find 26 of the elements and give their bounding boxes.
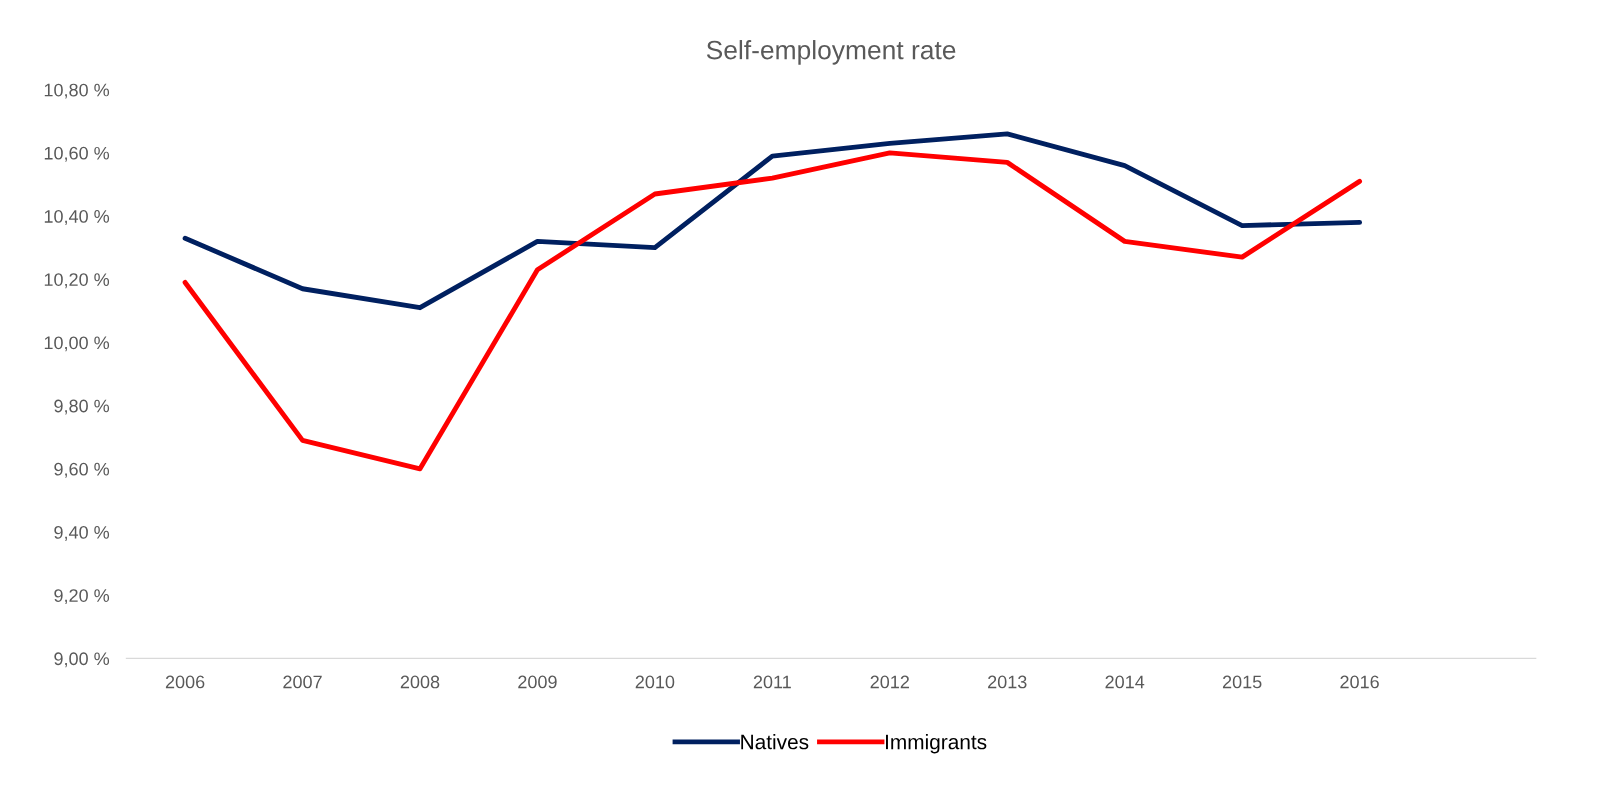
- chart-title: Self-employment rate: [706, 40, 956, 65]
- y-tick-label: 9,60 %: [54, 462, 110, 478]
- y-tick-label: 10,60 %: [44, 146, 110, 162]
- y-tick-label: 10,80 %: [44, 83, 110, 99]
- y-tick-label: 10,40 %: [44, 210, 110, 225]
- line-series: [182, 150, 1363, 472]
- legend-label: Immigrants: [886, 734, 987, 754]
- x-tick-label: 2012: [870, 675, 909, 689]
- y-tick-label: 9,00 %: [54, 652, 110, 668]
- x-tick-label: 2008: [400, 675, 440, 689]
- x-tick-label: 2006: [165, 675, 205, 689]
- y-tick-label: 10,00 %: [44, 336, 110, 352]
- y-tick-label: 9,40 %: [54, 525, 110, 541]
- x-tick-label: 2007: [283, 675, 322, 689]
- x-tick-label: 2011: [753, 675, 791, 689]
- x-tick-label: 2010: [635, 675, 675, 689]
- y-tick-label: 9,80 %: [54, 399, 110, 415]
- x-tick-label: 2009: [518, 675, 557, 689]
- line-series: [182, 131, 1363, 311]
- y-tick-label: 10,20 %: [44, 273, 110, 289]
- x-tick-label: 2014: [1105, 675, 1145, 689]
- x-tick-label: 2015: [1222, 675, 1262, 689]
- y-tick-label: 9,20 %: [54, 589, 110, 605]
- legend-label: Natives: [741, 734, 809, 750]
- x-tick-label: 2013: [988, 675, 1027, 689]
- x-tick-label: 2016: [1340, 675, 1379, 689]
